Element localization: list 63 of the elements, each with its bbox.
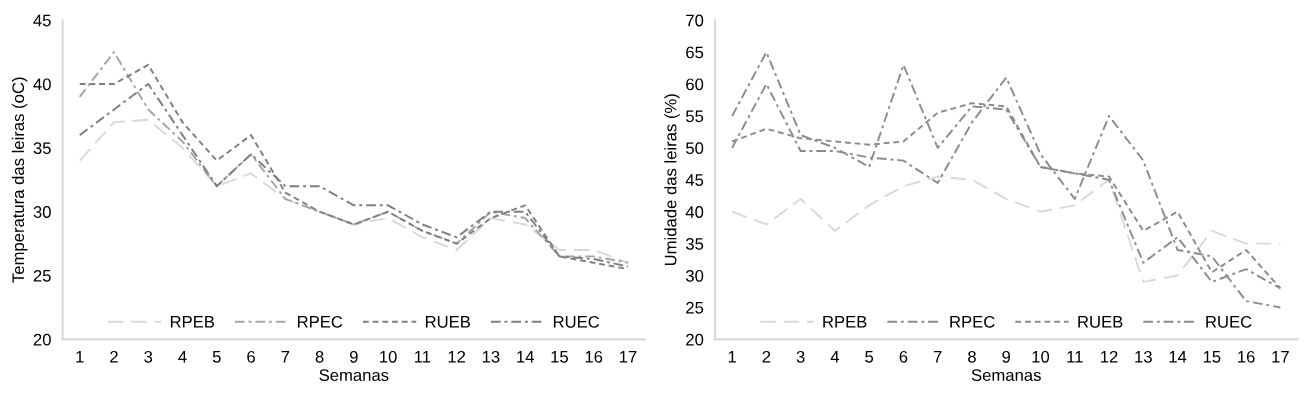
x-tick-label: 11 xyxy=(1067,351,1083,363)
y-tick-label: 40 xyxy=(33,78,51,91)
x-tick-label: 12 xyxy=(1101,350,1118,363)
y-axis-title: Temperatura das leiras (oC) xyxy=(11,77,28,283)
legend-label: RUEB xyxy=(425,316,471,328)
x-tick-label: 14 xyxy=(517,351,534,363)
x-tick-label: 7 xyxy=(933,351,942,363)
y-tick-label: 25 xyxy=(33,269,51,282)
y-tick-label: 25 xyxy=(686,301,704,314)
x-tick-label: 15 xyxy=(1203,351,1221,363)
x-tick-label: 2 xyxy=(110,350,118,363)
legend-label: RPEC xyxy=(950,315,995,328)
x-tick-label: 3 xyxy=(144,350,153,363)
legend-label: RUEC xyxy=(553,315,600,328)
x-tick-label: 3 xyxy=(796,350,805,363)
x-tick-label: 5 xyxy=(865,351,874,363)
legend-label: RPEB xyxy=(823,316,867,328)
x-tick-label: 5 xyxy=(212,351,221,363)
x-tick-label: 13 xyxy=(1135,350,1152,363)
y-tick-label: 30 xyxy=(685,269,704,282)
x-tick-label: 8 xyxy=(968,350,976,363)
y-tick-label: 45 xyxy=(685,174,704,186)
y-axis-title: Umidade das leiras (%) xyxy=(664,94,680,266)
legend-label: RPEC xyxy=(297,315,343,328)
x-tick-label: 12 xyxy=(448,350,466,363)
y-tick-label: 20 xyxy=(686,333,704,346)
x-tick-label: 17 xyxy=(1272,351,1289,363)
y-tick-label: 70 xyxy=(686,14,704,27)
legend-label: RPEB xyxy=(170,316,215,328)
x-tick-label: 1 xyxy=(76,351,84,363)
y-tick-label: 60 xyxy=(686,78,704,91)
x-axis-title: Semanas xyxy=(971,369,1041,382)
x-tick-label: 9 xyxy=(1002,350,1011,363)
legend-label: RUEB xyxy=(1078,316,1123,328)
legend-label: RUEC xyxy=(1206,315,1252,328)
x-tick-label: 1 xyxy=(728,351,736,363)
x-tick-label: 9 xyxy=(349,350,358,363)
x-tick-label: 10 xyxy=(380,350,397,363)
x-tick-label: 10 xyxy=(1032,350,1050,363)
x-tick-label: 6 xyxy=(899,350,908,363)
x-tick-label: 4 xyxy=(178,351,187,363)
y-tick-label: 35 xyxy=(33,142,51,155)
x-tick-label: 13 xyxy=(482,350,500,363)
y-tick-label: 65 xyxy=(686,46,704,59)
x-tick-label: 11 xyxy=(414,351,431,363)
y-tick-label: 40 xyxy=(685,206,704,218)
y-tick-label: 45 xyxy=(33,14,51,27)
y-tick-label: 30 xyxy=(33,206,51,218)
y-tick-label: 50 xyxy=(686,142,704,155)
x-tick-label: 17 xyxy=(619,351,637,363)
x-tick-label: 7 xyxy=(281,351,290,363)
x-tick-label: 2 xyxy=(762,350,771,363)
y-tick-label: 20 xyxy=(33,333,51,346)
x-tick-label: 15 xyxy=(551,351,568,363)
x-tick-label: 4 xyxy=(830,351,840,363)
x-axis-title: Semanas xyxy=(319,369,389,382)
x-tick-label: 8 xyxy=(315,350,324,363)
x-tick-label: 16 xyxy=(585,350,603,363)
y-tick-label: 35 xyxy=(685,238,704,250)
x-tick-label: 16 xyxy=(1238,350,1255,363)
x-tick-label: 14 xyxy=(1169,351,1187,363)
y-tick-label: 55 xyxy=(686,110,704,123)
x-tick-label: 6 xyxy=(247,350,255,363)
